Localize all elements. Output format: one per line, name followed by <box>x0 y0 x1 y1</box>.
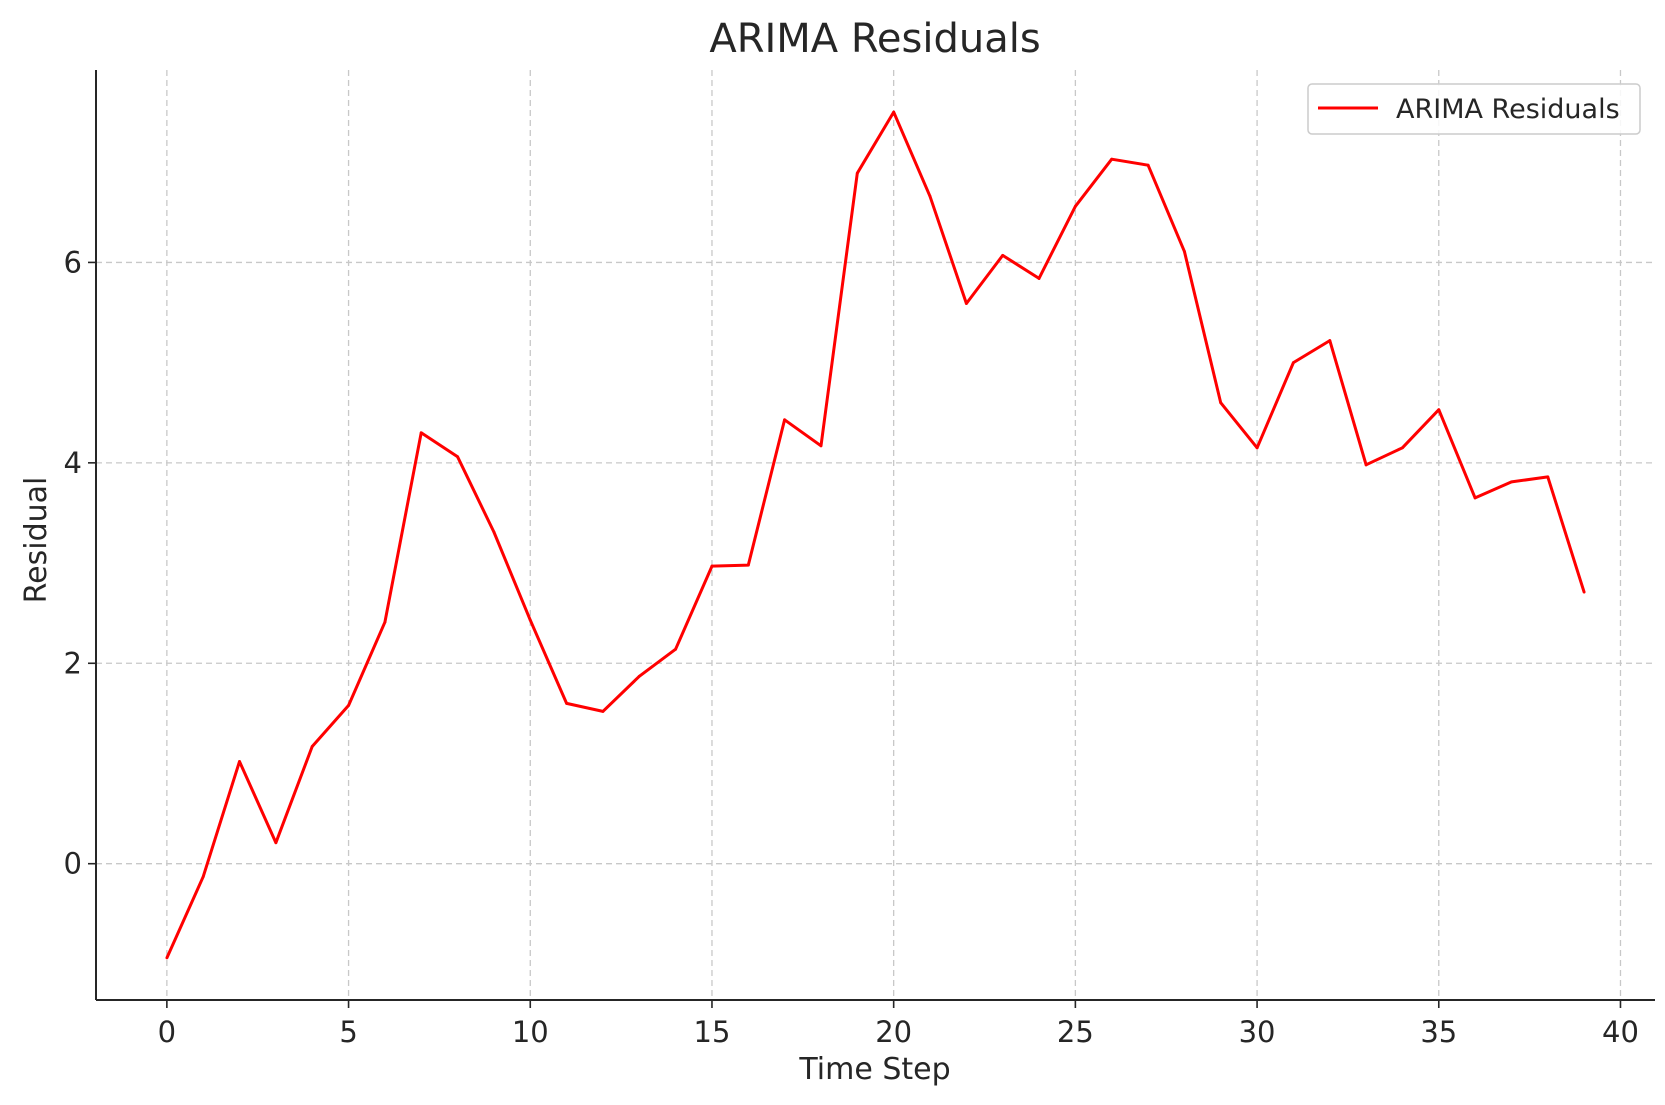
chart-title: ARIMA Residuals <box>709 16 1040 62</box>
data-point <box>1437 408 1441 412</box>
y-tick-label: 4 <box>64 446 82 480</box>
x-ticks: 0 5 10 15 20 25 30 35 40 <box>158 1000 1639 1049</box>
data-point <box>1110 157 1114 161</box>
x-tick-label: 35 <box>1420 1015 1457 1049</box>
data-point <box>637 674 641 678</box>
data-point <box>565 701 569 705</box>
data-point <box>274 841 278 845</box>
data-point <box>238 760 241 763</box>
data-point <box>892 110 896 114</box>
legend-label: ARIMA Residuals <box>1396 94 1620 125</box>
data-point <box>383 620 387 624</box>
data-point <box>855 171 859 175</box>
data-point <box>1473 496 1477 500</box>
data-point <box>1401 446 1404 450</box>
grid <box>96 70 1655 1000</box>
data-point <box>1292 361 1295 365</box>
data-point <box>310 745 314 748</box>
data-point <box>1328 339 1332 342</box>
data-point <box>1219 401 1223 405</box>
data-point <box>1582 590 1586 594</box>
data-point <box>492 530 496 534</box>
x-tick-label: 5 <box>339 1015 357 1049</box>
y-axis-label: Residual <box>19 477 54 604</box>
data-point <box>1146 163 1150 167</box>
data-point <box>419 431 423 435</box>
data-point <box>746 563 750 567</box>
x-tick-label: 0 <box>158 1015 176 1049</box>
data-point <box>601 709 605 713</box>
data-point <box>165 956 169 960</box>
x-tick-label: 25 <box>1057 1015 1094 1049</box>
data-point <box>928 194 932 198</box>
data-point <box>1037 277 1041 280</box>
legend-box <box>1307 83 1641 135</box>
series <box>165 110 1586 960</box>
y-tick-label: 0 <box>64 847 82 881</box>
data-point <box>347 703 350 707</box>
x-tick-label: 40 <box>1602 1015 1639 1049</box>
data-point <box>1182 249 1186 253</box>
data-point <box>201 875 205 879</box>
data-point <box>1510 480 1513 484</box>
data-point <box>1001 253 1005 257</box>
data-point <box>783 418 787 422</box>
data-point <box>1255 446 1259 450</box>
y-tick-label: 2 <box>64 646 82 680</box>
data-point <box>819 444 823 448</box>
data-point <box>456 455 459 459</box>
data-point <box>1073 204 1077 208</box>
series-line <box>165 110 1586 959</box>
x-axis-label: Time Step <box>798 1052 950 1087</box>
data-point <box>1546 475 1550 479</box>
x-tick-label: 15 <box>694 1015 731 1049</box>
x-tick-label: 10 <box>512 1015 549 1049</box>
data-point <box>1364 463 1368 467</box>
legend: ARIMA Residuals <box>1307 83 1641 135</box>
x-tick-label: 20 <box>875 1015 912 1049</box>
data-point <box>710 564 714 568</box>
data-point <box>964 302 968 305</box>
x-tick-label: 30 <box>1239 1015 1276 1049</box>
y-ticks: 0 2 4 6 <box>64 245 96 881</box>
axes <box>95 70 1655 1001</box>
y-tick-label: 6 <box>64 245 82 279</box>
data-point <box>528 618 532 622</box>
data-point <box>674 647 678 651</box>
